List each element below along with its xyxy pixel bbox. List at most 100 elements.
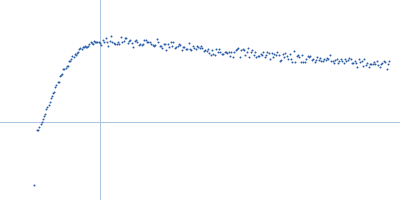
Point — [245, 46, 251, 50]
Point — [347, 57, 354, 60]
Point — [367, 62, 373, 65]
Point — [53, 84, 60, 87]
Point — [41, 114, 47, 117]
Point — [31, 183, 38, 187]
Point — [331, 62, 337, 65]
Point — [270, 55, 276, 58]
Point — [284, 54, 290, 57]
Point — [158, 45, 164, 48]
Point — [78, 47, 85, 50]
Point — [57, 75, 63, 78]
Point — [109, 40, 116, 43]
Point — [335, 61, 341, 64]
Point — [296, 55, 302, 59]
Point — [311, 60, 318, 63]
Point — [336, 59, 343, 63]
Point — [56, 80, 62, 83]
Point — [206, 51, 212, 54]
Point — [264, 51, 271, 54]
Point — [379, 61, 386, 64]
Point — [325, 58, 332, 61]
Point — [165, 43, 171, 46]
Point — [98, 44, 104, 47]
Point — [76, 47, 82, 51]
Point — [82, 44, 88, 48]
Point — [268, 52, 275, 55]
Point — [155, 41, 161, 44]
Point — [205, 47, 211, 51]
Point — [376, 65, 383, 68]
Point — [357, 61, 364, 64]
Point — [126, 40, 132, 43]
Point — [83, 45, 89, 48]
Point — [85, 45, 92, 48]
Point — [127, 39, 134, 42]
Point — [300, 60, 307, 63]
Point — [173, 46, 179, 49]
Point — [194, 45, 200, 48]
Point — [352, 60, 358, 63]
Point — [317, 56, 323, 60]
Point — [360, 64, 366, 67]
Point — [136, 44, 142, 47]
Point — [266, 52, 272, 55]
Point — [133, 39, 139, 42]
Point — [289, 61, 296, 64]
Point — [187, 47, 193, 50]
Point — [232, 48, 239, 52]
Point — [122, 36, 128, 39]
Point — [290, 50, 297, 53]
Point — [132, 39, 138, 42]
Point — [210, 52, 217, 55]
Point — [149, 43, 156, 46]
Point — [138, 43, 145, 46]
Point — [36, 125, 43, 128]
Point — [65, 64, 71, 67]
Point — [282, 52, 289, 55]
Point — [223, 50, 229, 53]
Point — [374, 60, 380, 63]
Point — [235, 46, 242, 49]
Point — [213, 48, 220, 51]
Point — [140, 43, 146, 46]
Point — [184, 48, 190, 51]
Point — [332, 59, 338, 62]
Point — [293, 54, 300, 57]
Point — [203, 49, 210, 52]
Point — [272, 53, 279, 56]
Point — [90, 42, 96, 45]
Point — [212, 54, 218, 57]
Point — [70, 56, 77, 59]
Point — [101, 40, 107, 43]
Point — [43, 108, 50, 111]
Point — [288, 57, 294, 61]
Point — [338, 57, 344, 61]
Point — [119, 41, 125, 44]
Point — [361, 58, 368, 61]
Point — [45, 103, 52, 106]
Point — [322, 59, 329, 62]
Point — [115, 40, 121, 43]
Point — [66, 59, 72, 62]
Point — [190, 45, 196, 48]
Point — [59, 72, 65, 75]
Point — [378, 63, 384, 66]
Point — [250, 54, 257, 57]
Point — [114, 42, 120, 45]
Point — [383, 68, 390, 71]
Point — [129, 41, 135, 44]
Point — [44, 105, 50, 108]
Point — [246, 56, 253, 59]
Point — [354, 66, 361, 69]
Point — [73, 54, 79, 57]
Point — [191, 46, 197, 49]
Point — [49, 95, 55, 98]
Point — [130, 46, 136, 49]
Point — [252, 51, 258, 54]
Point — [180, 45, 186, 48]
Point — [316, 58, 322, 62]
Point — [35, 128, 42, 131]
Point — [226, 51, 232, 54]
Point — [236, 55, 243, 58]
Point — [176, 42, 182, 46]
